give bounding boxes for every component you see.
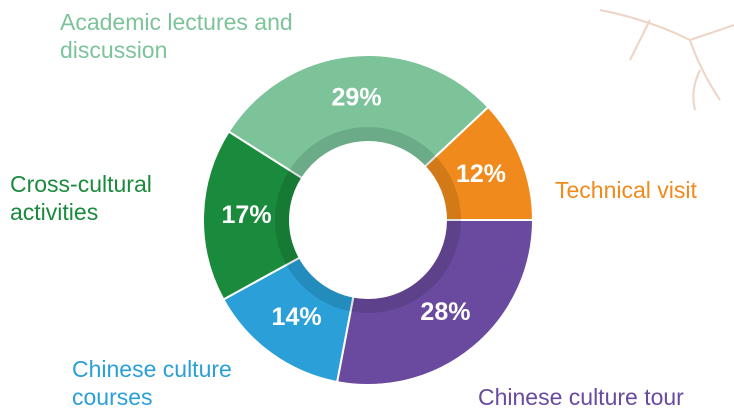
label: Chinese culture tour [478,384,684,410]
decoration [599,9,734,111]
inner-ring [275,127,461,313]
value-label: 14% [272,303,322,331]
value-label: 28% [420,298,470,326]
value-label: 12% [456,160,506,188]
label: Technical visit [555,177,697,203]
hole [290,142,446,298]
value-label: 29% [332,84,382,112]
label: Cross-cultural activities [10,171,152,225]
value-label: 17% [222,201,272,229]
label: Academic lectures and discussion [60,9,293,63]
label: Chinese culture courses [72,356,232,410]
